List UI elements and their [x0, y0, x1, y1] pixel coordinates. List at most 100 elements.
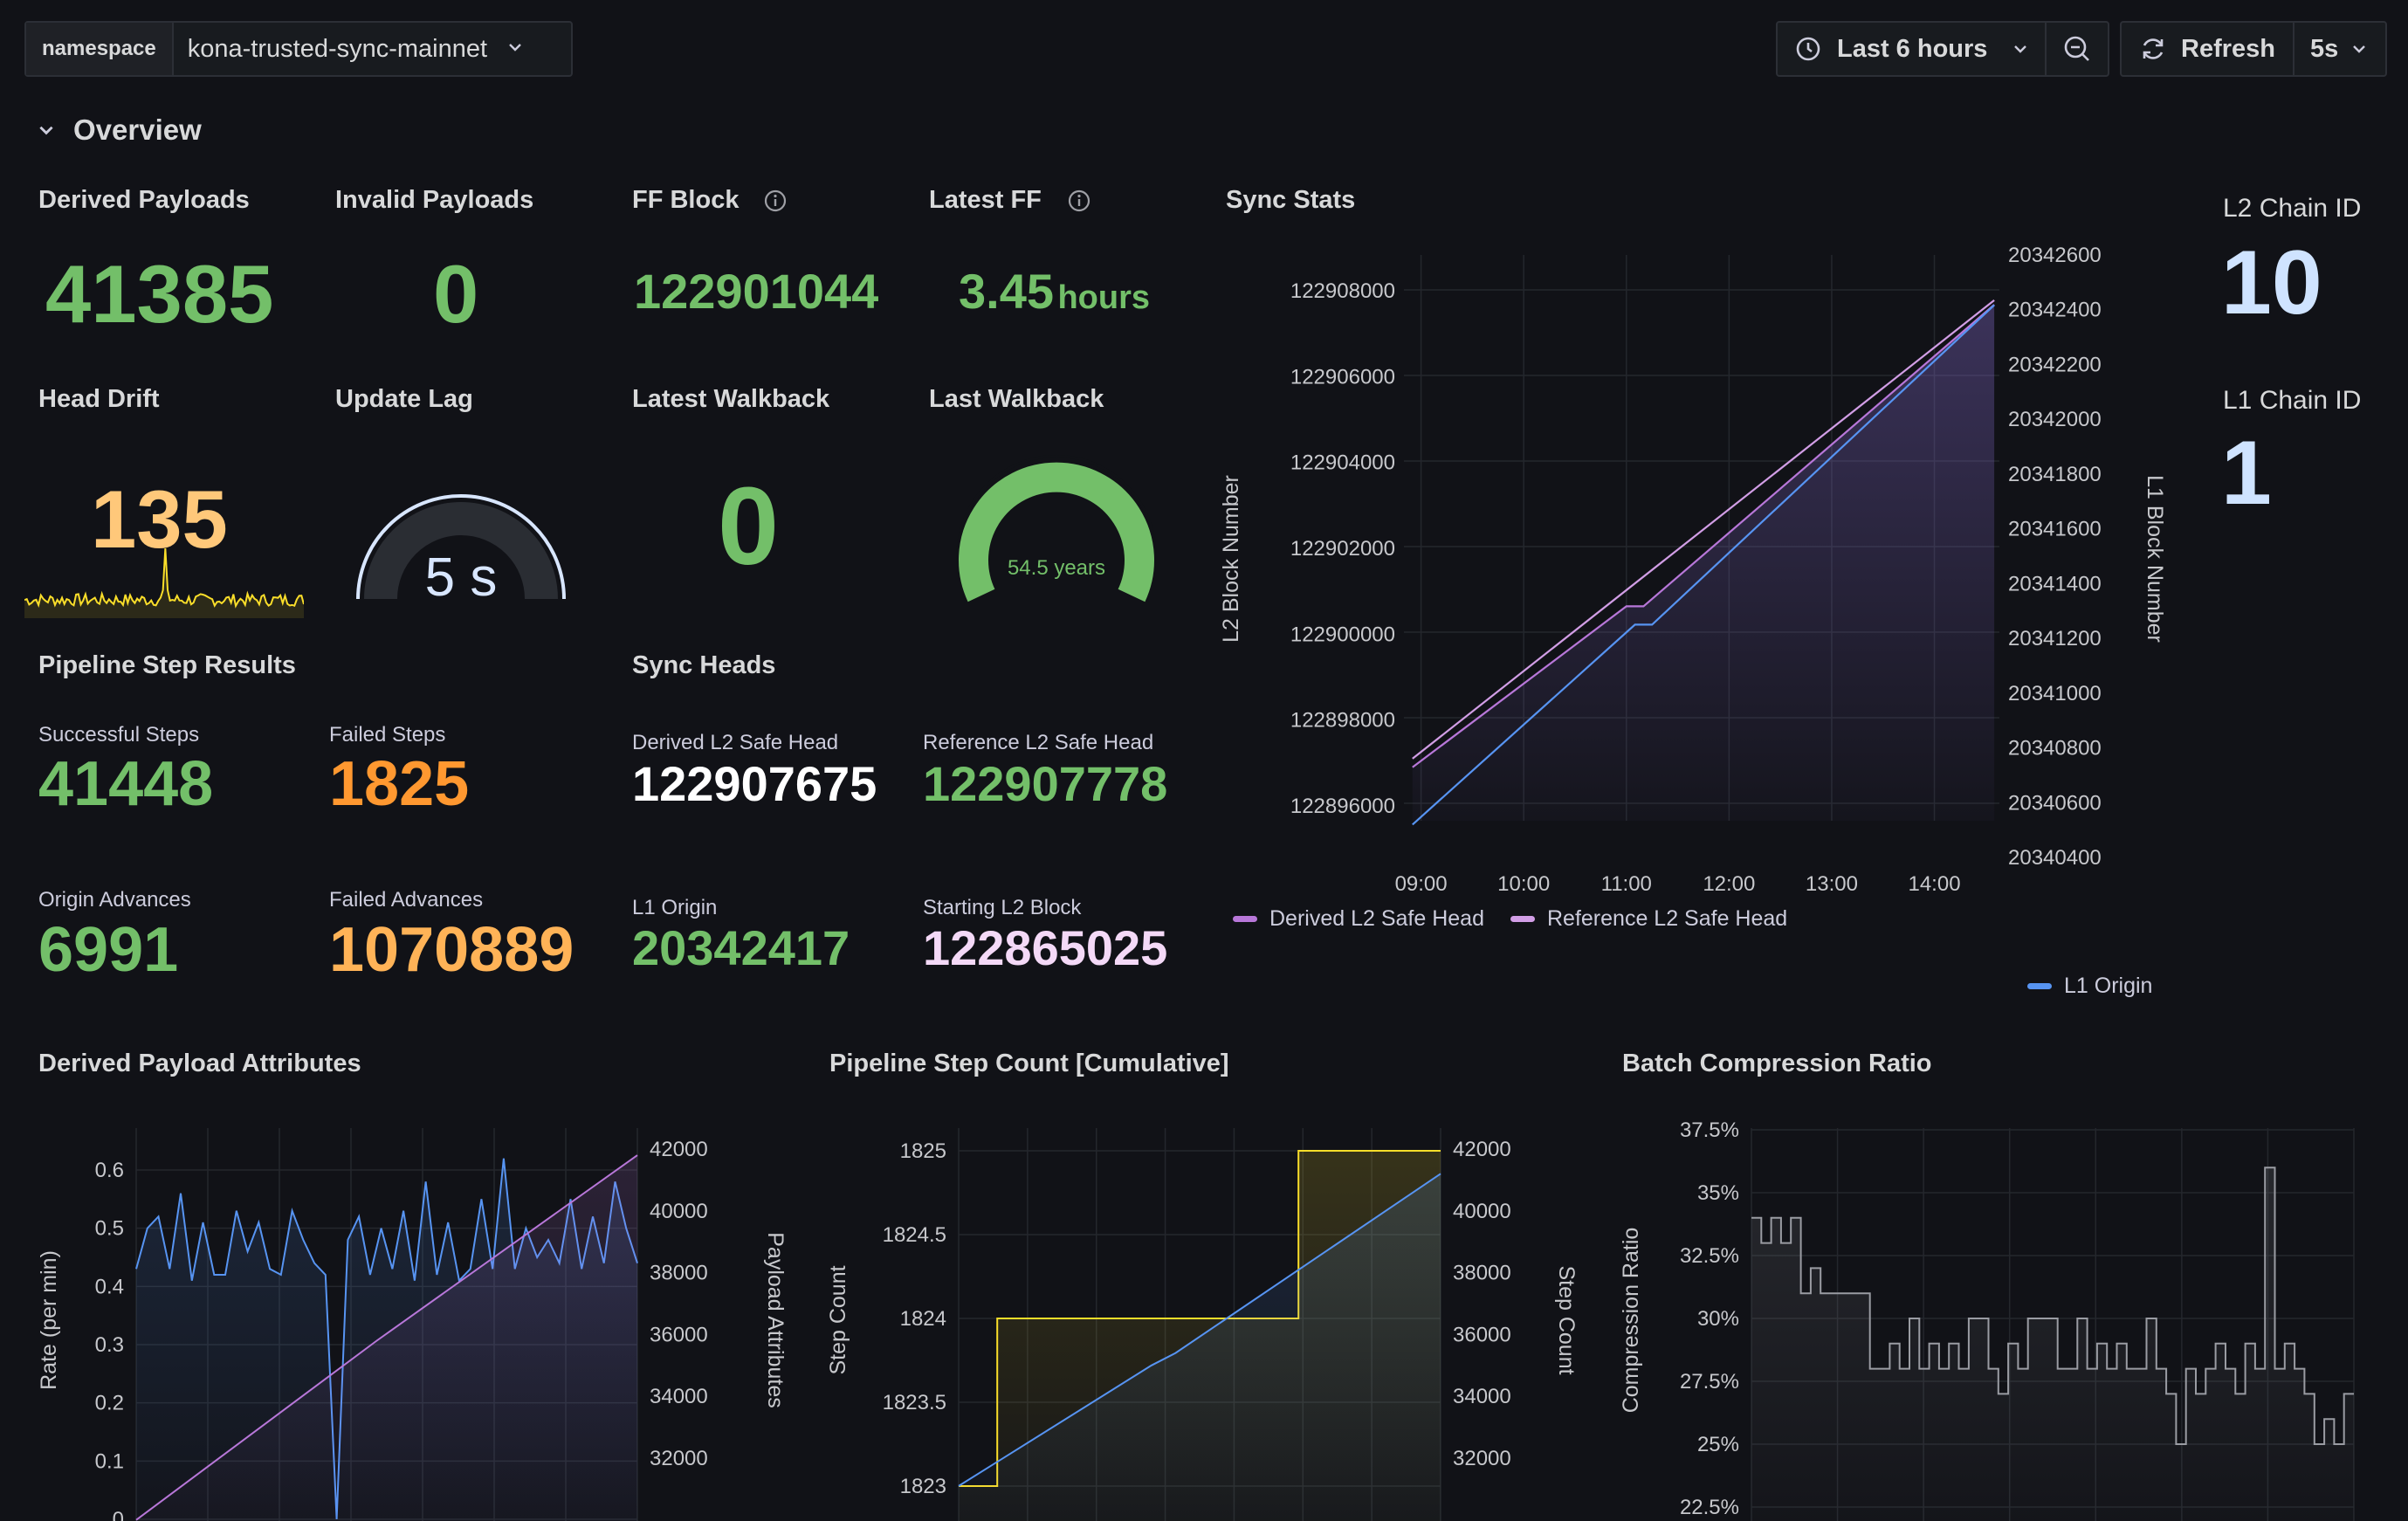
sync-y2-axis-title: L1 Block Number — [2143, 475, 2167, 643]
info-icon[interactable] — [1067, 189, 1091, 213]
reference-l2-label: Reference L2 Safe Head — [923, 731, 1154, 754]
comp-y-axis-title: Compression Ratio — [1619, 1228, 1643, 1414]
compression-title: Batch Compression Ratio — [1622, 1050, 1932, 1077]
l1-origin-value: 20342417 — [632, 920, 850, 975]
derived-l2-label: Derived L2 Safe Head — [632, 731, 839, 754]
payload-y-tick: 0.5 — [95, 1217, 124, 1241]
refresh-icon — [2143, 38, 2164, 59]
last-walkback-gauge: 54.5 years — [956, 455, 1157, 602]
payload-y2-tick: 34000 — [650, 1385, 708, 1408]
comp-area-fill — [1751, 1167, 2354, 1521]
last-walkback-value: 54.5 years — [1008, 556, 1105, 580]
pipeline-title: Pipeline Step Results — [38, 651, 296, 679]
sync-y2-tick: 20340400 — [2008, 846, 2102, 870]
failed-steps-label: Failed Steps — [329, 723, 446, 747]
namespace-selector[interactable]: namespace kona-trusted-sync-mainnet — [24, 21, 573, 77]
l1-chain-id-value: 1 — [2221, 423, 2272, 524]
refresh-picker[interactable]: Refresh 5s — [2120, 21, 2387, 77]
comp-y-tick: 22.5% — [1680, 1496, 1739, 1519]
derived-l2-value: 122907675 — [632, 756, 877, 811]
steps-y2-tick: 36000 — [1453, 1323, 1511, 1346]
origin-advances-value: 6991 — [38, 915, 179, 985]
head-drift-title: Head Drift — [38, 385, 160, 413]
sync-y-tick: 122904000 — [1290, 451, 1395, 475]
step-count-title: Pipeline Step Count [Cumulative] — [829, 1050, 1229, 1077]
comp-series-line — [1751, 1167, 2354, 1445]
invalid-payloads-title: Invalid Payloads — [335, 186, 534, 214]
derived-payloads-title: Derived Payloads — [38, 186, 250, 214]
sync-y-axis-title: L2 Block Number — [1219, 475, 1243, 643]
info-icon[interactable] — [763, 189, 788, 213]
sync-y2-tick: 20342600 — [2008, 244, 2102, 267]
time-range-label: Last 6 hours — [1837, 34, 1988, 63]
sync-x-tick: 11:00 — [1601, 872, 1652, 896]
l2-chain-id-value: 10 — [2221, 232, 2322, 334]
payload-y-axis-title: Rate (per min) — [37, 1250, 61, 1390]
legend-swatch — [1510, 916, 1535, 922]
zoom-out-button[interactable] — [2045, 23, 2108, 75]
sync-y2-tick: 20341200 — [2008, 627, 2102, 650]
update-lag-title: Update Lag — [335, 385, 473, 413]
refresh-interval[interactable]: 5s — [2310, 34, 2339, 63]
payload-area-fill — [136, 1155, 637, 1521]
sync-x-tick: 09:00 — [1395, 872, 1448, 896]
payload-y2-tick: 42000 — [650, 1138, 708, 1161]
sync-stats-title: Sync Stats — [1226, 186, 1356, 214]
failed-steps-value: 1825 — [329, 749, 470, 819]
payload-y2-axis-title: Payload Attributes — [763, 1232, 788, 1408]
legend-l1-origin[interactable]: L1 Origin — [2027, 974, 2152, 999]
steps-area-fill — [959, 1173, 1441, 1521]
refresh-label: Refresh — [2181, 34, 2275, 63]
time-range-picker[interactable]: Last 6 hours — [1776, 21, 2109, 77]
steps-y-axis-title: Step Count — [826, 1265, 850, 1374]
payload-series-line — [135, 1154, 638, 1521]
refresh-button[interactable]: Refresh — [2122, 23, 2294, 75]
legend-label: L1 Origin — [2064, 974, 2153, 998]
starting-l2-label: Starting L2 Block — [923, 896, 1082, 919]
latest-walkback-title: Latest Walkback — [632, 385, 830, 413]
payload-y-tick: 0.6 — [95, 1159, 124, 1182]
reference-l2-value: 122907778 — [923, 756, 1168, 811]
l1-chain-id-title: L1 Chain ID — [2223, 386, 2362, 415]
chevron-down-icon — [506, 38, 524, 60]
update-lag-gauge: 5 s — [356, 494, 566, 608]
step-count-chart[interactable]: Step Count Step Count 1825 1824.5 1824 1823… — [815, 1109, 1584, 1521]
legend-reference-l2[interactable]: Reference L2 Safe Head — [1510, 906, 1787, 932]
head-drift-value: 135 — [91, 473, 228, 565]
origin-advances-label: Origin Advances — [38, 888, 191, 912]
failed-advances-value: 1070889 — [329, 915, 574, 985]
sync-series-line — [1412, 304, 1995, 768]
legend-label: Derived L2 Safe Head — [1269, 906, 1484, 931]
comp-y-tick: 27.5% — [1680, 1370, 1739, 1394]
latest-walkback-value: 0 — [718, 465, 780, 588]
steps-series-line — [958, 1173, 1441, 1487]
payload-attrs-title: Derived Payload Attributes — [38, 1050, 361, 1077]
clock-icon — [1795, 36, 1821, 62]
sync-x-tick: 10:00 — [1497, 872, 1550, 896]
sync-y2-tick: 20340800 — [2008, 737, 2102, 760]
chevron-down-icon — [2350, 40, 2368, 58]
payload-y-tick: 0.3 — [95, 1333, 124, 1357]
sync-y2-tick: 20341600 — [2008, 518, 2102, 541]
payload-attrs-chart[interactable]: Rate (per min) Payload Attributes 0.6 0.5… — [24, 1109, 793, 1521]
payload-y2-tick: 36000 — [650, 1323, 708, 1346]
sync-y2-tick: 20341400 — [2008, 572, 2102, 595]
payload-y2-tick: 38000 — [650, 1262, 708, 1285]
starting-l2-value: 122865025 — [923, 920, 1168, 975]
steps-y2-tick: 42000 — [1453, 1138, 1511, 1161]
sync-y-tick: 122898000 — [1290, 709, 1395, 733]
sync-stats-chart[interactable]: L2 Block Number L1 Block Number 12290800… — [1214, 218, 2218, 917]
sync-y2-tick: 20342400 — [2008, 299, 2102, 322]
compression-chart[interactable]: Compression Ratio 37.5% 35% 32.5% 30% 27.5% 2… — [1610, 1109, 2378, 1521]
legend-derived-l2[interactable]: Derived L2 Safe Head — [1233, 906, 1484, 932]
payload-y-tick: 0.1 — [95, 1449, 124, 1473]
row-title: Overview — [73, 114, 202, 146]
sync-y-tick: 122906000 — [1290, 365, 1395, 389]
row-toggle[interactable]: Overview — [37, 114, 202, 147]
steps-y-tick: 1823.5 — [883, 1391, 946, 1414]
ff-block-title: FF Block — [632, 186, 740, 214]
legend-swatch — [2027, 983, 2052, 989]
sync-area-fill — [1412, 305, 1995, 821]
successful-steps-label: Successful Steps — [38, 723, 200, 747]
ff-block-value: 122901044 — [634, 264, 879, 319]
